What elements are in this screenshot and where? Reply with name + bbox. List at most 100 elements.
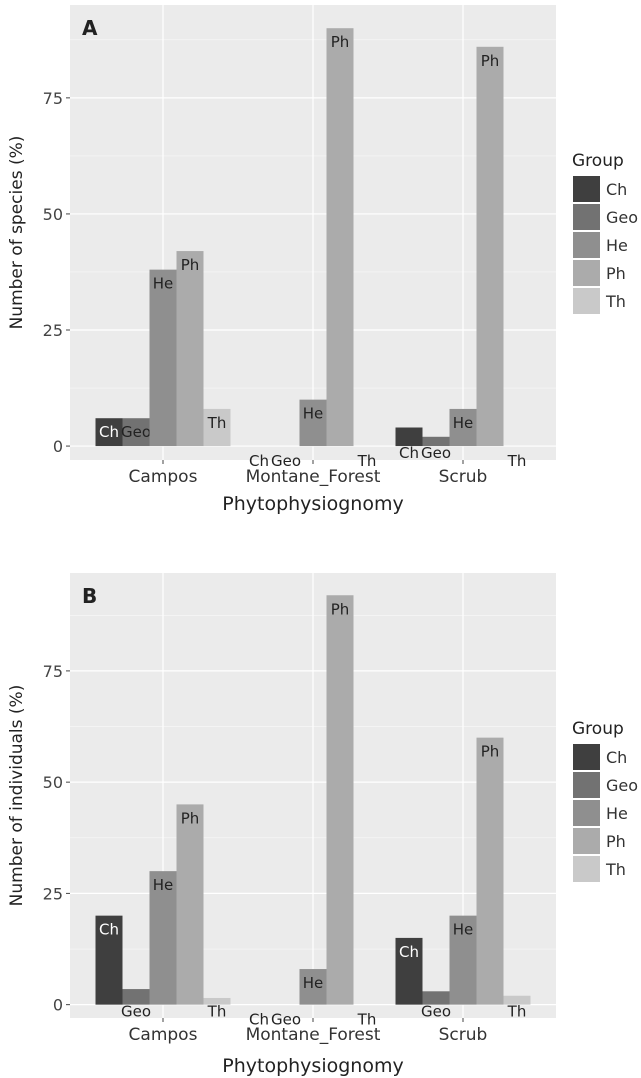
legend-label: Th [605,860,626,879]
legend-title: Group [572,719,624,739]
bar-label: Th [507,1003,527,1021]
bar-ph [326,28,354,447]
bar-he [449,915,477,1005]
legend: Group Ch Geo He Ph Th [572,719,638,882]
legend-label: Ch [606,180,627,199]
legend-key-ch [573,176,600,202]
bar-ch [95,915,123,1005]
bar-label: Th [357,1011,377,1029]
bar-ph [476,737,504,1005]
bar-label: Ph [181,256,200,274]
bar-label: Geo [421,444,451,462]
bar-he [449,408,477,447]
bar-ph [176,804,204,1005]
legend-key-th [573,288,600,314]
y-axis-title: Number of species (%) [7,136,27,330]
bar-label: He [153,275,174,293]
bar-label: Ch [249,452,269,470]
y-tick-label: 75 [43,89,63,108]
bar-geo [422,436,450,447]
bar-geo [122,989,150,1005]
bar-label: Geo [421,1003,451,1021]
bar-geo [422,991,450,1005]
legend-key-he [573,800,600,826]
legend-key-th [573,856,600,882]
legend-key-ph [573,260,600,286]
bar-label: Ch [399,444,419,462]
bar-ph [326,595,354,1005]
x-tick-label: Campos [129,467,198,487]
bar-ch [395,937,423,1005]
bar-ph [176,251,204,447]
bar-th [203,997,231,1005]
bar-label: Ph [481,52,500,70]
legend-label: He [606,804,628,823]
y-tick-label: 75 [43,662,63,681]
bar-label: Ch [99,423,119,441]
bar-label: Ph [181,809,200,827]
panel-label: B [82,584,97,608]
x-tick-label: Montane_Forest [246,1025,381,1045]
bar-label: Geo [121,423,151,441]
bar-ch [395,427,423,447]
bar-label: Ch [399,943,419,961]
legend: Group Ch Geo He Ph Th [572,151,638,314]
bar-label: Ph [331,600,350,618]
bar-label: Geo [271,452,301,470]
legend-label: Ph [606,264,626,283]
bar-ch [95,418,123,447]
x-axis-title: Phytophysiognomy [222,1055,403,1077]
bar-label: Th [507,452,527,470]
legend-label: Geo [606,208,638,227]
legend-key-ph [573,828,600,854]
x-tick-label: Scrub [439,1025,488,1045]
bar-label: Th [357,452,377,470]
x-tick-label: Campos [129,1025,198,1045]
legend-title: Group [572,151,624,171]
bar-label: Ph [481,743,500,761]
y-tick-label: 50 [43,773,63,792]
bar-th [503,995,531,1005]
bar-he [149,871,177,1005]
y-tick-label: 25 [43,884,63,903]
legend-label: Th [605,292,626,311]
bar-label: He [303,405,324,423]
x-tick-label: Scrub [439,467,488,487]
legend-label: Geo [606,776,638,795]
panel-label: A [82,16,98,40]
bar-th [203,408,231,447]
legend-label: Ch [606,748,627,767]
bar-label: He [453,921,474,939]
legend-key-geo [573,772,600,798]
y-tick-label: 0 [53,996,63,1015]
x-axis-title: Phytophysiognomy [222,493,403,515]
bar-label: Ph [331,33,350,51]
bar-label: Ch [249,1011,269,1029]
legend-label: Ph [606,832,626,851]
bar-label: Th [207,414,227,432]
bar-label: Geo [121,1003,151,1021]
bar-he [149,269,177,447]
bar-label: He [153,876,174,894]
bar-geo [122,418,150,447]
bar-label: He [303,974,324,992]
bar-label: He [453,414,474,432]
legend-key-geo [573,204,600,230]
y-tick-label: 50 [43,205,63,224]
x-tick-label: Montane_Forest [246,467,381,487]
bar-label: Geo [271,1011,301,1029]
bar-ph [476,46,504,447]
legend-key-ch [573,744,600,770]
bar-he [299,969,327,1005]
bar-label: Th [207,1003,227,1021]
y-axis-title: Number of individuals (%) [7,685,27,907]
legend-label: He [606,236,628,255]
bar-he [299,399,327,447]
y-tick-label: 0 [53,437,63,456]
bar-label: Ch [99,921,119,939]
y-tick-label: 25 [43,321,63,340]
legend-key-he [573,232,600,258]
